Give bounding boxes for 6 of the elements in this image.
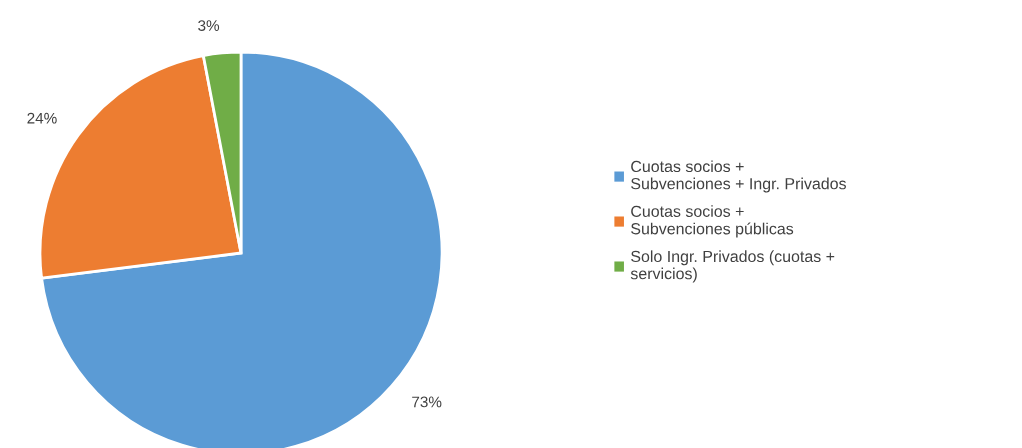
legend-label: Cuotas socios + Subvenciones + Ingr. Privados xyxy=(631,160,846,193)
data-label: 24% xyxy=(27,112,57,124)
legend-label: Cuotas socios + Subvenciones públicas xyxy=(631,205,794,238)
legend-label: Solo Ingr. Privados (cuotas + servicios) xyxy=(630,250,835,283)
data-label: 73% xyxy=(412,396,442,408)
data-label: 3% xyxy=(198,20,220,31)
